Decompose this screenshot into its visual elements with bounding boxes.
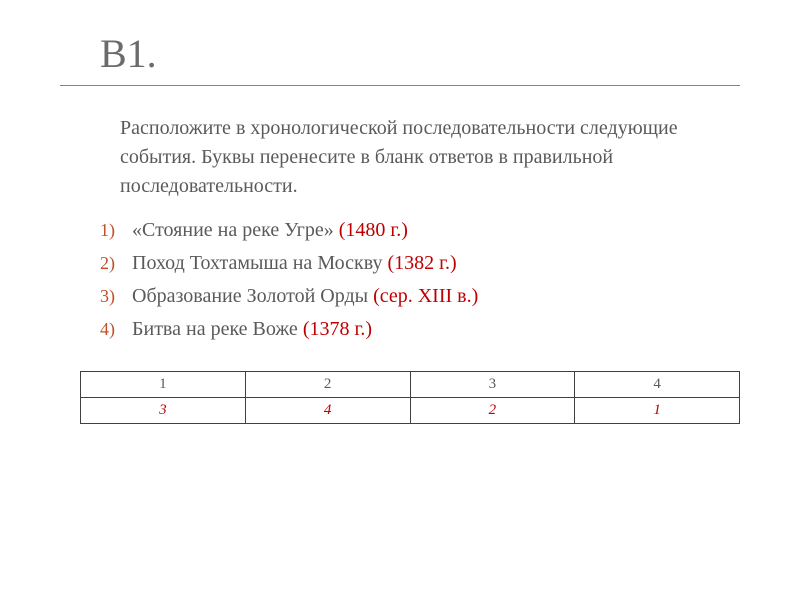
item-year: (1382 г.) [387, 252, 456, 274]
list-marker: 3) [100, 286, 132, 307]
header-cell: 4 [575, 372, 740, 398]
item-year: (сер. XIII в.) [373, 285, 478, 307]
item-label: «Стояние на реке Угре» [132, 219, 339, 241]
list-text: «Стояние на реке Угре» (1480 г.) [132, 219, 408, 242]
list-text: Образование Золотой Орды (сер. XIII в.) [132, 285, 478, 308]
list-marker: 1) [100, 220, 132, 241]
list-marker: 4) [100, 319, 132, 340]
list-item: 3) Образование Золотой Орды (сер. XIII в… [100, 285, 740, 308]
item-label: Битва на реке Воже [132, 318, 303, 340]
header-cell: 2 [245, 372, 410, 398]
intro-paragraph: Расположите в хронологической последоват… [60, 114, 740, 201]
header-cell: 3 [410, 372, 575, 398]
list-item: 1) «Стояние на реке Угре» (1480 г.) [100, 219, 740, 242]
title-area: В1. [60, 30, 740, 86]
list-text: Поход Тохтамыша на Москву (1382 г.) [132, 252, 457, 275]
item-year: (1378 г.) [303, 318, 372, 340]
answer-cell: 1 [575, 398, 740, 424]
slide-title: В1. [100, 30, 740, 77]
answer-cell: 4 [245, 398, 410, 424]
answer-cell: 2 [410, 398, 575, 424]
list-text: Битва на реке Воже (1378 г.) [132, 318, 372, 341]
item-label: Образование Золотой Орды [132, 285, 373, 307]
item-year: (1480 г.) [339, 219, 408, 241]
ordered-list: 1) «Стояние на реке Угре» (1480 г.) 2) П… [60, 219, 740, 341]
answer-table: 1 2 3 4 3 4 2 1 [80, 371, 740, 424]
slide: В1. Расположите в хронологической послед… [0, 0, 800, 600]
header-cell: 1 [81, 372, 246, 398]
list-item: 2) Поход Тохтамыша на Москву (1382 г.) [100, 252, 740, 275]
answer-cell: 3 [81, 398, 246, 424]
table-header-row: 1 2 3 4 [81, 372, 740, 398]
item-label: Поход Тохтамыша на Москву [132, 252, 387, 274]
list-item: 4) Битва на реке Воже (1378 г.) [100, 318, 740, 341]
answer-table-wrap: 1 2 3 4 3 4 2 1 [60, 371, 740, 424]
table-answer-row: 3 4 2 1 [81, 398, 740, 424]
list-marker: 2) [100, 253, 132, 274]
